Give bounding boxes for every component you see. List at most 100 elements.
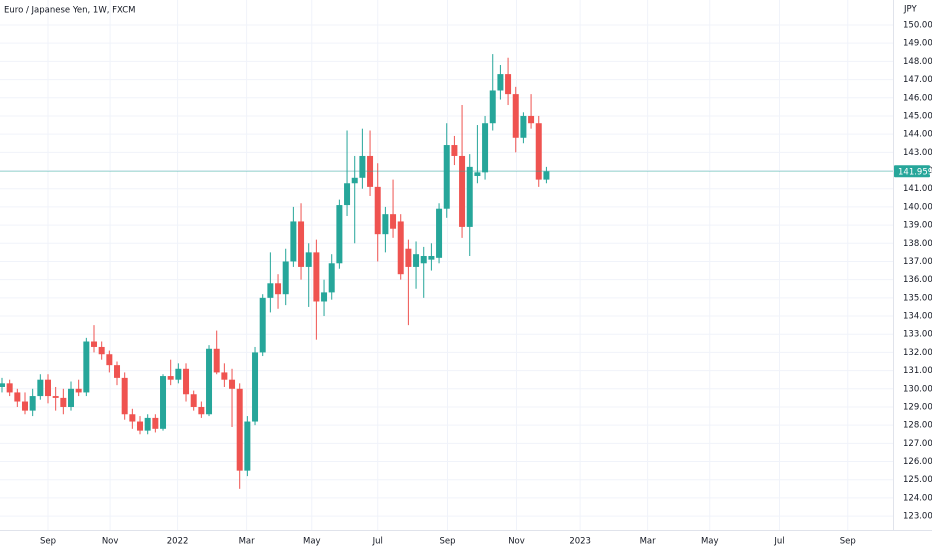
candle-body — [420, 256, 427, 264]
y-tick-label: 150.000 — [903, 20, 932, 30]
candle-body — [520, 115, 527, 138]
y-tick-label: 145.000 — [903, 111, 932, 121]
candle-body — [52, 396, 59, 398]
y-axis-label: JPY — [903, 5, 917, 15]
x-tick-label: May — [303, 537, 321, 547]
y-tick-label: 134.000 — [903, 312, 932, 322]
candle-body — [160, 376, 167, 429]
candle-body — [451, 145, 458, 156]
candle-body — [221, 372, 228, 380]
candle-body — [489, 90, 496, 124]
candle-body — [436, 208, 443, 258]
candle-body — [344, 183, 351, 206]
candle-body — [535, 123, 542, 180]
candle-body — [543, 171, 550, 180]
candle-body — [129, 414, 136, 422]
candle-body — [290, 221, 297, 262]
y-tick-label: 123.000 — [903, 512, 932, 522]
last-price-box — [894, 165, 930, 178]
y-tick-label: 143.000 — [903, 148, 932, 158]
last-price-label: 141.959 — [898, 167, 932, 177]
candle-body — [190, 394, 197, 407]
y-tick-label: 144.000 — [903, 130, 932, 140]
candle-body — [512, 94, 519, 138]
candle-body — [14, 392, 21, 402]
candle-body — [397, 221, 404, 275]
candle-body — [144, 417, 151, 431]
x-tick-label: May — [701, 537, 719, 547]
x-tick-label: Nov — [508, 537, 525, 547]
candles — [0, 54, 893, 489]
y-tick-label: 128.000 — [903, 421, 932, 431]
candle-body — [413, 254, 420, 267]
x-tick-label: Sep — [439, 537, 455, 547]
candle-body — [29, 396, 36, 411]
candle-body — [505, 74, 512, 95]
candle-body — [405, 248, 412, 267]
candle-body — [474, 172, 481, 176]
x-tick-label: 2022 — [167, 537, 189, 547]
candle-body — [175, 368, 182, 380]
y-tick-label: 130.000 — [903, 384, 932, 394]
candle-body — [321, 292, 328, 302]
y-tick-label: 132.000 — [903, 348, 932, 358]
x-tick-label: Mar — [640, 537, 657, 547]
candle-body — [60, 397, 67, 407]
candle-body — [313, 252, 320, 302]
y-tick-label: 149.000 — [903, 39, 932, 49]
y-tick-label: 147.000 — [903, 75, 932, 85]
candle-body — [45, 379, 52, 397]
candle-body — [367, 155, 374, 187]
candle-body — [229, 379, 236, 389]
x-tick-label: Mar — [239, 537, 256, 547]
x-tick-label: Sep — [840, 537, 856, 547]
candle-body — [236, 388, 243, 471]
candle-body — [106, 354, 113, 366]
candle-body — [21, 401, 28, 411]
candle-body — [328, 263, 335, 293]
y-tick-label: 127.000 — [903, 439, 932, 449]
x-tick-label: 2023 — [569, 537, 591, 547]
candle-body — [528, 115, 535, 124]
candle-body — [282, 261, 289, 295]
candle-body — [252, 352, 259, 422]
y-tick-label: 133.000 — [903, 330, 932, 340]
candle-body — [497, 74, 504, 91]
candle-body — [137, 421, 144, 431]
x-tick-label: Jul — [372, 537, 383, 547]
candle-body — [244, 421, 251, 471]
candle-body — [459, 155, 466, 227]
candle-body — [0, 383, 5, 387]
y-tick-label: 131.000 — [903, 366, 932, 376]
y-tick-label: 136.000 — [903, 275, 932, 285]
y-tick-label: 148.000 — [903, 57, 932, 67]
y-tick-label: 139.000 — [903, 221, 932, 231]
candle-body — [206, 348, 213, 415]
candle-body — [114, 365, 121, 378]
candle-body — [183, 368, 190, 395]
y-tick-label: 126.000 — [903, 457, 932, 467]
y-tick-label: 125.000 — [903, 475, 932, 485]
y-tick-label: 140.000 — [903, 202, 932, 212]
candle-body — [275, 283, 282, 295]
candle-body — [351, 177, 358, 184]
y-tick-label: 138.000 — [903, 239, 932, 249]
candle-body — [305, 252, 312, 267]
candle-body — [336, 205, 343, 264]
candle-body — [37, 379, 44, 397]
candle-body — [152, 417, 159, 429]
candle-body — [443, 145, 450, 209]
candle-body — [466, 166, 473, 227]
candle-body — [390, 214, 397, 229]
x-tick-label: Jul — [773, 537, 784, 547]
x-tick-label: Sep — [40, 537, 56, 547]
y-tick-label: 141.000 — [903, 184, 932, 194]
candle-body — [75, 388, 82, 393]
candle-body — [428, 256, 435, 260]
candle-body — [382, 214, 389, 235]
y-tick-label: 129.000 — [903, 402, 932, 412]
candle-body — [83, 341, 90, 393]
candle-body — [359, 155, 366, 178]
